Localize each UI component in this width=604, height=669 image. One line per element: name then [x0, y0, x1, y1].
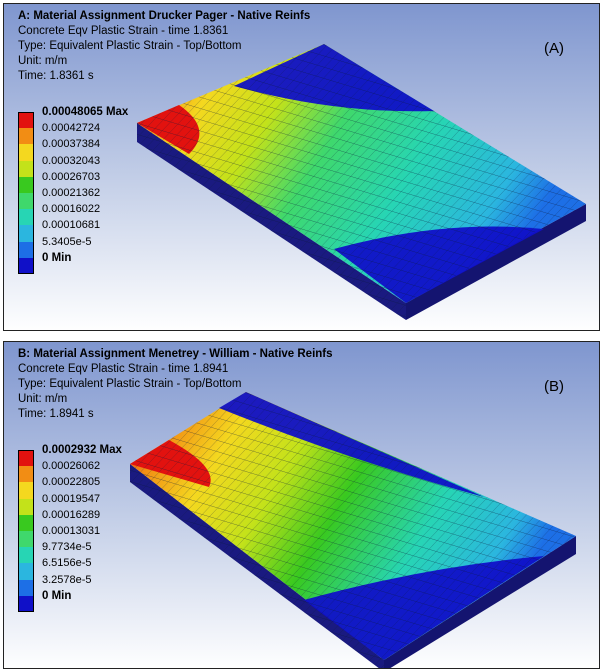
legend-label: 9.7734e-5	[42, 541, 92, 554]
result-type: Type: Equivalent Plastic Strain - Top/Bo…	[18, 40, 242, 52]
legend-swatch	[18, 160, 34, 177]
legend-label: 0.00016022	[42, 203, 101, 216]
legend-label: 3.2578e-5	[42, 573, 92, 586]
result-header: A: Material Assignment Drucker Pager - N…	[18, 9, 310, 84]
legend-label: 0.00048065 Max	[42, 106, 129, 118]
legend-label: 0.00013031	[42, 524, 101, 537]
legend-label: 0.00016289	[42, 508, 101, 521]
legend-label: 0.00010681	[42, 219, 101, 232]
result-time: Time: 1.8941 s	[18, 408, 94, 420]
legend-label: 0.00026062	[42, 460, 101, 473]
legend-label: 0.00042724	[42, 122, 101, 135]
legend-swatch	[18, 547, 34, 564]
legend-swatch	[18, 112, 34, 129]
viewport-background	[4, 342, 599, 668]
legend-label: 0.00026703	[42, 170, 101, 183]
legend-swatch	[18, 209, 34, 226]
legend-swatch	[18, 530, 34, 548]
legend-swatch	[18, 514, 34, 531]
legend-swatch	[18, 563, 34, 580]
result-time: Time: 1.8361 s	[18, 70, 94, 82]
viewport-background	[4, 4, 599, 330]
result-panel-a: A: Material Assignment Drucker Pager - N…	[3, 3, 600, 331]
legend-label: 0.00032043	[42, 154, 101, 167]
result-unit: Unit: m/m	[18, 55, 68, 67]
legend-swatch	[18, 176, 34, 193]
plate-model	[130, 392, 576, 668]
legend-swatch	[18, 257, 34, 274]
legend-label: 0.00022805	[42, 476, 101, 489]
legend-label: 6.5156e-5	[42, 557, 92, 570]
legend-swatch	[18, 450, 34, 467]
result-label: Concrete Eqv Plastic Strain - time 1.894…	[18, 363, 229, 375]
legend-label: 5.3405e-5	[42, 235, 92, 248]
legend-label: 0.00019547	[42, 492, 101, 505]
legend-label: 0.0002932 Max	[42, 444, 122, 456]
result-panel-b: B: Material Assignment Menetrey - Willia…	[3, 341, 600, 669]
result-header: B: Material Assignment Menetrey - Willia…	[18, 347, 333, 422]
legend-swatch	[18, 466, 34, 483]
legend-label: 0 Min	[42, 589, 72, 602]
panel-tag: (B)	[544, 378, 564, 395]
result-unit: Unit: m/m	[18, 393, 68, 405]
legend-swatch	[18, 225, 34, 242]
legend-swatch	[18, 241, 34, 258]
panel-title: A: Material Assignment Drucker Pager - N…	[18, 10, 311, 22]
legend-label: 0.00037384	[42, 138, 101, 151]
legend-swatch	[18, 482, 34, 499]
legend-label: 0.00021362	[42, 186, 101, 199]
panel-title: B: Material Assignment Menetrey - Willia…	[18, 348, 333, 360]
legend-swatch	[18, 128, 34, 145]
legend-swatch	[18, 595, 34, 612]
panel-tag: (A)	[544, 40, 564, 57]
result-type: Type: Equivalent Plastic Strain - Top/Bo…	[18, 378, 242, 390]
result-label: Concrete Eqv Plastic Strain - time 1.836…	[18, 25, 229, 37]
legend-label: 0 Min	[42, 251, 72, 264]
legend-swatch	[18, 144, 34, 161]
legend-swatch	[18, 192, 34, 210]
legend-swatch	[18, 579, 34, 596]
plate-model	[137, 44, 586, 320]
legend-swatch	[18, 498, 34, 515]
